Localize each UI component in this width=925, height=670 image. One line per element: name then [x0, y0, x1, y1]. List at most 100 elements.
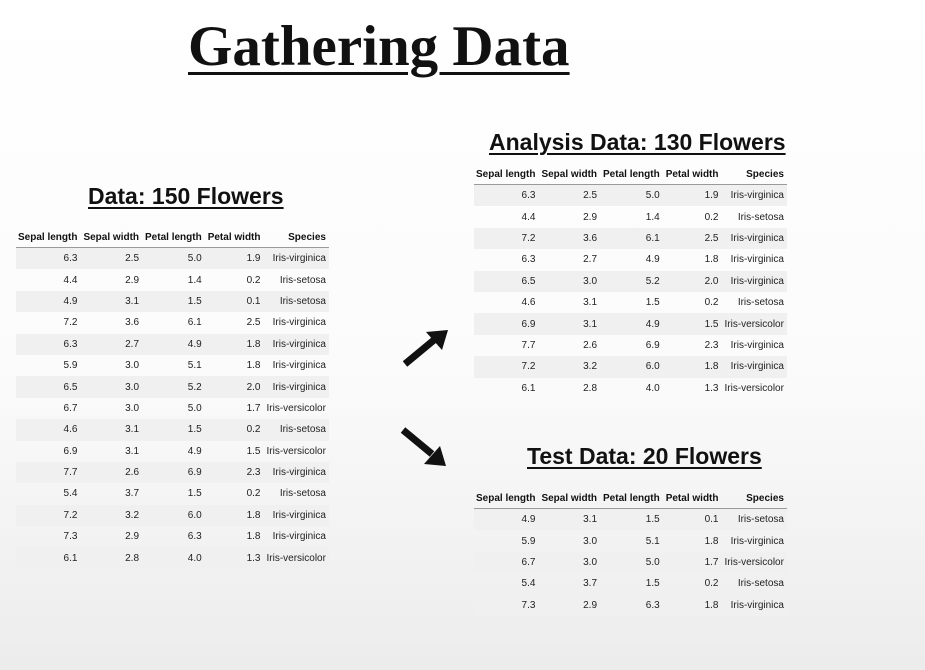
cell-petal-width: 1.8 [704, 254, 719, 266]
table-row: 4.4 2.9 1.4 0.2 Iris-setosa [16, 269, 329, 290]
table-row: 7.2 3.6 6.1 2.5 Iris-virginica [474, 227, 787, 250]
cell-petal-length: 5.2 [142, 376, 205, 398]
cell-petal-length: 5.0 [600, 551, 663, 574]
cell-sepal-width: 2.9 [125, 531, 140, 543]
cell-sepal-width: 3.6 [538, 227, 601, 250]
table-row: 7.2 3.6 6.1 2.5 Iris-virginica [16, 312, 329, 333]
table-row: 6.3 2.5 5.0 1.9 Iris-virginica [16, 247, 329, 270]
cell-sepal-width: 3.0 [583, 535, 598, 547]
cell-petal-length: 6.9 [645, 339, 660, 351]
cell-sepal-length: 6.3 [16, 247, 81, 270]
cell-sepal-width: 3.0 [80, 376, 143, 398]
cell-petal-length: 1.5 [600, 508, 663, 531]
cell-petal-width: 1.7 [246, 402, 261, 414]
cell-sepal-length: 7.2 [63, 317, 78, 329]
cell-petal-length: 5.2 [600, 270, 663, 292]
table-row: 5.4 3.7 1.5 0.2 Iris-setosa [474, 573, 787, 594]
cell-sepal-width: 2.8 [80, 547, 143, 569]
cell-sepal-length: 5.4 [63, 488, 78, 500]
cell-species: Iris-virginica [263, 376, 329, 398]
table-row: 6.1 2.8 4.0 1.3 Iris-versicolor [16, 547, 329, 569]
cell-sepal-width: 3.0 [538, 270, 601, 292]
cell-petal-length: 4.0 [645, 382, 660, 394]
cell-sepal-width: 2.7 [80, 333, 143, 355]
cell-sepal-length: 6.5 [16, 376, 81, 398]
cell-petal-width: 1.9 [204, 247, 264, 270]
cell-sepal-width: 2.7 [583, 254, 598, 266]
arrow-down-right-icon [400, 427, 446, 466]
cell-petal-width: 1.8 [204, 333, 264, 355]
cell-sepal-length: 4.6 [521, 297, 536, 309]
cell-sepal-length: 6.5 [474, 270, 539, 292]
cell-petal-width: 1.8 [662, 594, 722, 616]
cell-petal-width: 0.2 [204, 419, 264, 441]
cell-sepal-width: 2.6 [80, 461, 143, 484]
cell-petal-length: 1.5 [187, 488, 202, 500]
table-row: 6.9 3.1 4.9 1.5 Iris-versicolor [16, 441, 329, 462]
table-header-row: Sepal length Sepal width Petal length Petal… [16, 228, 329, 248]
cell-petal-width: 2.5 [246, 317, 261, 329]
column-header-petal-length: Petal length [600, 165, 663, 185]
cell-petal-width: 0.2 [246, 274, 261, 286]
cell-petal-length: 1.5 [142, 419, 205, 441]
analysis-data-table: Sepal length Sepal width Petal length Petal… [474, 165, 787, 399]
cell-species: Iris-setosa [263, 290, 329, 313]
cell-species: Iris-virginica [730, 254, 784, 266]
cell-petal-length: 1.5 [645, 297, 660, 309]
cell-sepal-length: 4.4 [521, 211, 536, 223]
column-header-sepal-width: Sepal width [538, 489, 601, 509]
test-data-title: Test Data: 20 Flowers [527, 443, 762, 469]
cell-sepal-width: 3.1 [538, 508, 601, 531]
cell-species: Iris-virginica [272, 360, 326, 372]
cell-petal-width: 1.5 [662, 313, 722, 335]
cell-petal-length: 4.9 [600, 313, 663, 335]
cell-petal-width: 0.2 [704, 578, 719, 590]
cell-sepal-width: 2.5 [538, 184, 601, 207]
cell-petal-length: 1.5 [142, 290, 205, 313]
column-header-species: Species [263, 228, 329, 248]
cell-petal-width: 0.2 [704, 211, 719, 223]
cell-sepal-width: 2.9 [583, 211, 598, 223]
cell-sepal-length: 7.2 [474, 356, 539, 378]
table-row: 6.9 3.1 4.9 1.5 Iris-versicolor [474, 313, 787, 335]
table-row: 7.2 3.2 6.0 1.8 Iris-virginica [16, 504, 329, 527]
cell-petal-width: 1.8 [246, 360, 261, 372]
cell-sepal-width: 3.1 [538, 313, 601, 335]
cell-sepal-length: 6.3 [521, 254, 536, 266]
cell-petal-length: 4.9 [142, 333, 205, 355]
cell-sepal-length: 7.2 [16, 504, 81, 527]
cell-species: Iris-virginica [272, 317, 326, 329]
cell-petal-length: 5.0 [600, 184, 663, 207]
cell-species: Iris-virginica [721, 594, 787, 616]
table-row: 6.7 3.0 5.0 1.7 Iris-versicolor [16, 398, 329, 419]
column-header-sepal-width: Sepal width [538, 165, 601, 185]
cell-petal-length: 6.3 [600, 594, 663, 616]
cell-sepal-length: 7.7 [521, 339, 536, 351]
cell-petal-width: 2.3 [704, 339, 719, 351]
cell-petal-length: 1.4 [187, 274, 202, 286]
cell-sepal-length: 6.1 [521, 382, 536, 394]
cell-species: Iris-virginica [263, 461, 329, 484]
table-row: 5.9 3.0 5.1 1.8 Iris-virginica [474, 530, 787, 551]
cell-sepal-length: 6.7 [63, 402, 78, 414]
cell-sepal-length: 4.9 [474, 508, 539, 531]
cell-sepal-length: 7.7 [16, 461, 81, 484]
cell-species: Iris-virginica [721, 227, 787, 250]
cell-petal-width: 1.8 [662, 356, 722, 378]
column-header-species: Species [721, 489, 787, 509]
cell-sepal-width: 3.7 [125, 488, 140, 500]
analysis-data-title: Analysis Data: 130 Flowers [489, 129, 786, 155]
cell-sepal-width: 3.1 [80, 419, 143, 441]
table-row: 7.2 3.2 6.0 1.8 Iris-virginica [474, 356, 787, 378]
cell-petal-width: 2.0 [662, 270, 722, 292]
cell-species: Iris-setosa [737, 297, 784, 309]
column-header-petal-width: Petal width [662, 489, 722, 509]
page-title: Gathering Data [188, 15, 570, 78]
arrow-up-right-icon [402, 330, 448, 367]
cell-petal-length: 4.9 [645, 254, 660, 266]
cell-petal-width: 1.8 [246, 531, 261, 543]
table-row: 6.3 2.7 4.9 1.8 Iris-virginica [16, 333, 329, 355]
table-row: 7.7 2.6 6.9 2.3 Iris-virginica [16, 461, 329, 484]
cell-sepal-width: 2.5 [80, 247, 143, 270]
cell-petal-width: 2.0 [204, 376, 264, 398]
